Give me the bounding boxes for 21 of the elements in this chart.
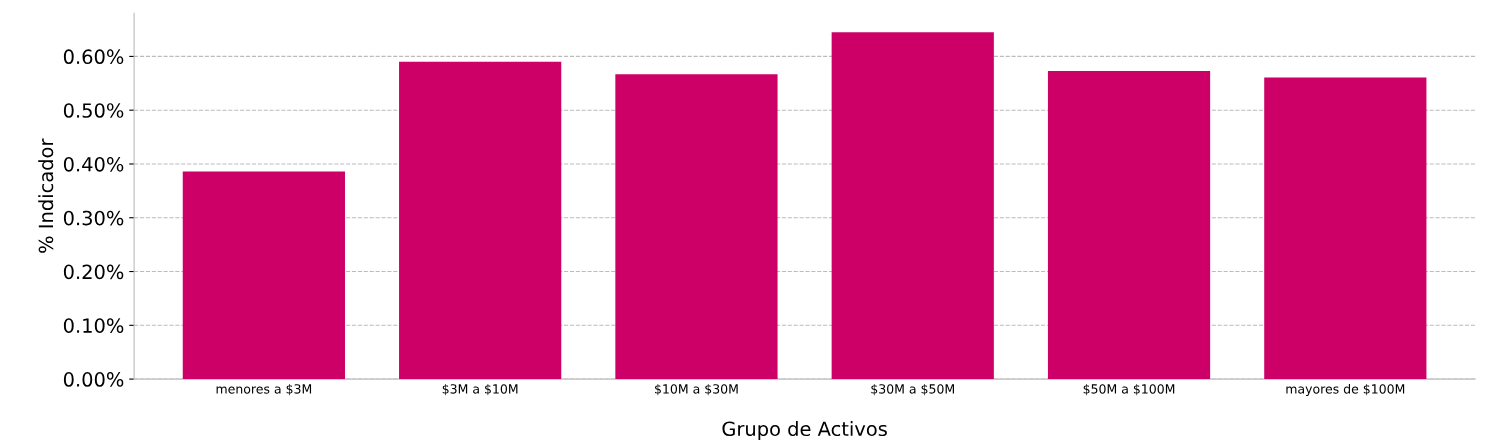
y-tick-label: 0.20% bbox=[63, 264, 124, 280]
bar bbox=[399, 61, 562, 380]
y-tick-label: 0.50% bbox=[63, 103, 124, 118]
bar bbox=[831, 32, 994, 380]
x-axis-title: Grupo de Activos bbox=[722, 421, 887, 440]
bar bbox=[1047, 70, 1211, 380]
y-tick-label: 0.40% bbox=[63, 156, 124, 172]
y-tick-label: 0.60% bbox=[63, 49, 124, 65]
bar bbox=[1264, 77, 1427, 380]
bar bbox=[615, 74, 778, 380]
y-tick-label: 0.00% bbox=[63, 372, 124, 387]
x-tick-label: menores a $3M bbox=[216, 383, 312, 396]
bar bbox=[182, 171, 345, 380]
x-tick-label: mayores de $100M bbox=[1286, 383, 1405, 397]
y-tick-label: 0.10% bbox=[63, 318, 124, 333]
x-tick-label: $30M a $50M bbox=[871, 383, 954, 396]
x-tick-label: $50M a $100M bbox=[1083, 383, 1175, 396]
y-axis-title: % Indicador bbox=[38, 138, 54, 253]
x-tick-label: $3M a $10M bbox=[442, 383, 518, 396]
y-tick-label: 0.30% bbox=[63, 210, 124, 226]
x-tick-label: $10M a $30M bbox=[655, 383, 738, 396]
